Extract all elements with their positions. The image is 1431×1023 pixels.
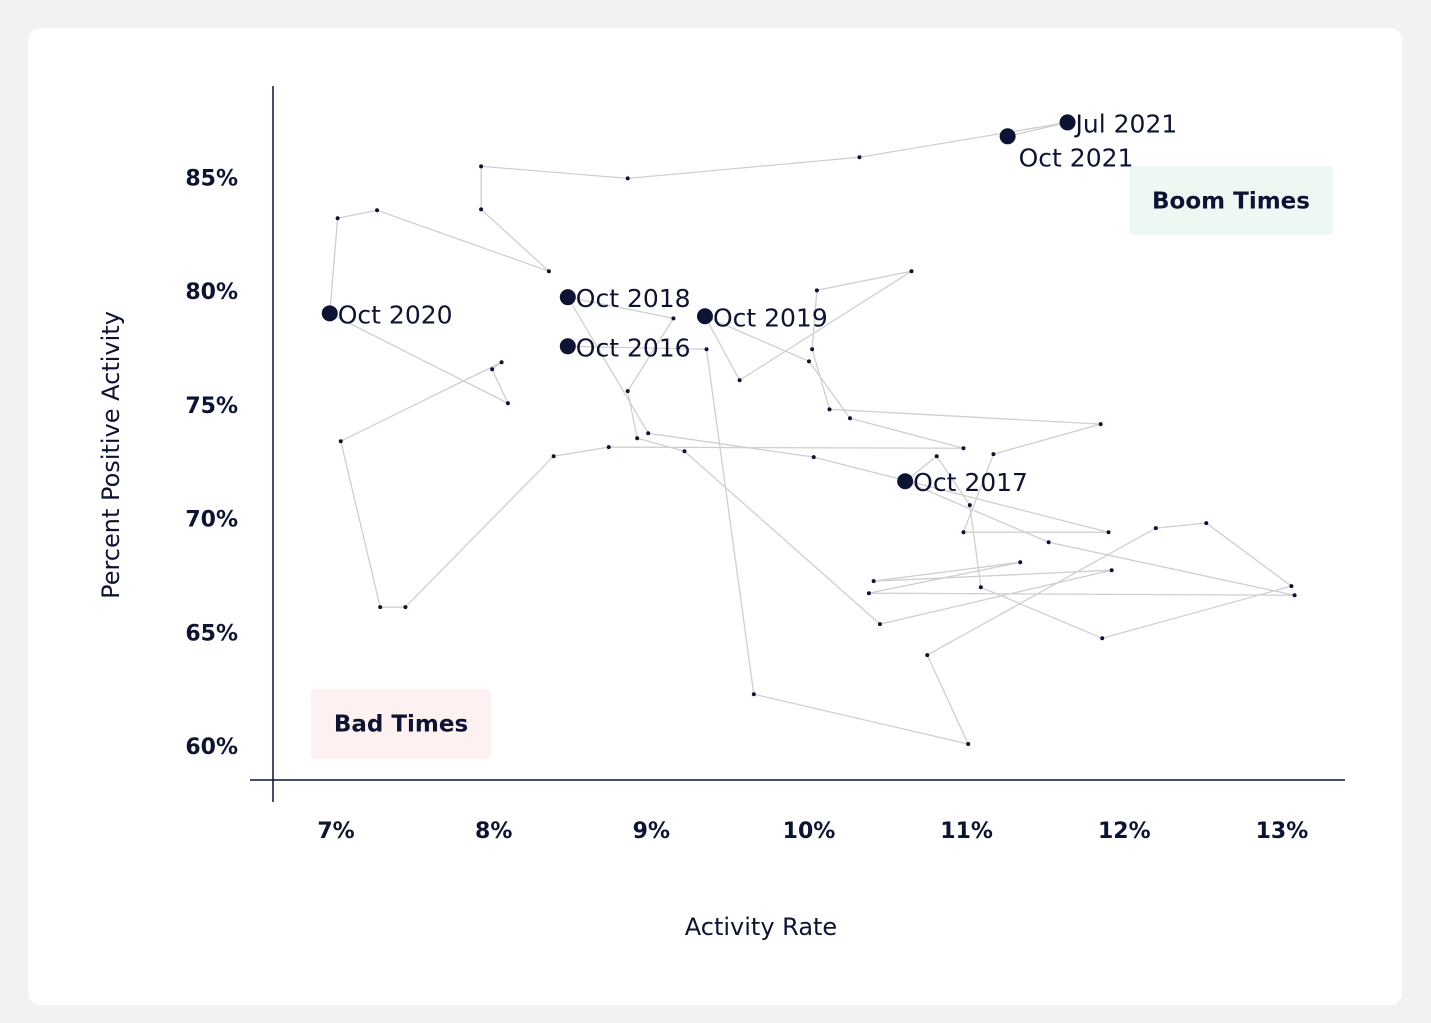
point	[546, 269, 551, 274]
x-tick-label: 13%	[1256, 819, 1309, 844]
point	[338, 439, 343, 444]
point-label: Oct 2020	[338, 300, 453, 329]
point	[751, 692, 756, 697]
point	[811, 455, 816, 460]
y-axis-label: Percent Positive Activity	[97, 311, 125, 599]
point	[682, 449, 687, 454]
point	[897, 473, 914, 490]
point	[375, 208, 380, 213]
card	[28, 28, 1402, 1005]
point-label: Oct 2018	[576, 284, 691, 313]
x-tick-label: 12%	[1098, 819, 1151, 844]
point	[1018, 560, 1023, 565]
point	[625, 389, 630, 394]
x-tick-label: 9%	[633, 819, 670, 844]
point	[810, 347, 815, 352]
point	[961, 530, 966, 535]
point	[1109, 568, 1114, 573]
point-label: Jul 2021	[1074, 109, 1178, 138]
point	[1153, 526, 1158, 531]
point	[1204, 521, 1209, 526]
y-tick-label: 80%	[185, 280, 238, 305]
point	[490, 367, 495, 372]
point	[847, 416, 852, 421]
y-tick-label: 70%	[185, 508, 238, 533]
point	[966, 742, 971, 747]
point	[978, 585, 983, 590]
point	[559, 338, 576, 355]
y-tick-label: 75%	[185, 394, 238, 419]
point	[403, 605, 408, 610]
annotation: Bad Times	[334, 712, 468, 738]
point	[335, 216, 340, 221]
point	[991, 452, 996, 457]
point	[1100, 636, 1105, 641]
x-tick-label: 8%	[475, 819, 512, 844]
point	[961, 446, 966, 451]
point	[866, 591, 871, 596]
point	[1292, 593, 1297, 598]
y-tick-label: 85%	[185, 166, 238, 191]
point	[479, 164, 484, 169]
point	[646, 431, 651, 436]
point	[671, 316, 676, 321]
point	[827, 407, 832, 412]
point	[871, 579, 876, 584]
point	[625, 176, 630, 181]
trail-line	[329, 121, 1295, 745]
point	[877, 622, 882, 627]
x-axis-label: Activity Rate	[685, 913, 837, 941]
y-tick-label: 65%	[185, 621, 238, 646]
point	[1046, 540, 1051, 545]
point	[635, 436, 640, 441]
point	[934, 454, 939, 459]
point	[807, 359, 811, 364]
point	[909, 269, 914, 274]
point	[925, 653, 930, 658]
point	[321, 305, 338, 322]
x-tick-label: 10%	[783, 819, 836, 844]
point	[505, 401, 510, 406]
point	[559, 289, 576, 306]
point-label: Oct 2021	[1019, 143, 1134, 172]
point	[737, 378, 742, 383]
annotation: Boom Times	[1152, 189, 1310, 215]
point	[814, 288, 819, 293]
point	[479, 207, 484, 212]
point	[606, 445, 611, 450]
point	[704, 347, 709, 352]
point	[696, 308, 713, 325]
point	[1106, 530, 1111, 535]
boom-box	[1129, 166, 1333, 235]
point	[857, 155, 862, 160]
point	[378, 605, 383, 610]
x-tick-label: 11%	[940, 819, 993, 844]
bad-box	[311, 689, 491, 759]
point	[1098, 422, 1103, 427]
point	[999, 128, 1016, 145]
point-label: Oct 2016	[576, 333, 691, 362]
point-label: Oct 2017	[913, 468, 1028, 497]
y-tick-label: 60%	[185, 735, 238, 760]
point	[967, 503, 972, 508]
x-tick-label: 7%	[317, 819, 354, 844]
point	[499, 360, 504, 365]
point	[551, 454, 556, 459]
point	[1059, 114, 1076, 131]
point-label: Oct 2019	[713, 303, 828, 332]
point	[1289, 584, 1294, 589]
